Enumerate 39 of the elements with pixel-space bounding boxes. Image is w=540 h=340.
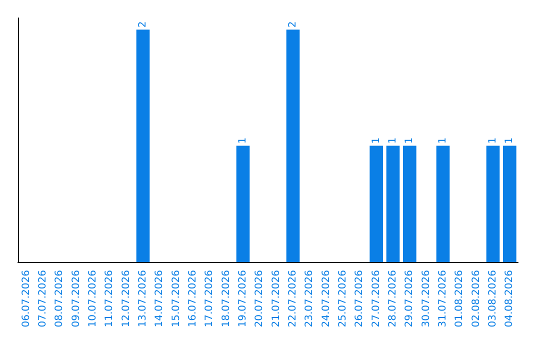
- x-tick-label: 31.07.2026: [438, 270, 448, 328]
- x-tick-label: 11.07.2026: [104, 270, 116, 328]
- x-tick-label: 16.07.2026: [188, 270, 198, 328]
- x-tick-label: 26.07.2026: [354, 270, 366, 328]
- x-tick-label: 25.07.2026: [338, 270, 348, 328]
- x-tick-label: 10.07.2026: [88, 270, 98, 328]
- data-label: 1: [238, 137, 248, 144]
- x-tick-label: 09.07.2026: [70, 270, 82, 328]
- data-label: 2: [288, 21, 298, 28]
- x-tick-label: 21.07.2026: [270, 270, 282, 328]
- data-label: 1: [404, 137, 416, 144]
- data-label: 2: [138, 21, 148, 28]
- x-tick-label: 28.07.2026: [388, 270, 398, 328]
- x-tick-label: 29.07.2026: [404, 270, 416, 328]
- x-tick-label: 18.07.2026: [220, 270, 232, 328]
- x-tick-label: 02.08.2026: [470, 270, 482, 328]
- x-tick-label: 19.07.2026: [238, 270, 248, 328]
- x-tick-label: 06.07.2026: [20, 270, 32, 328]
- data-label: 1: [504, 137, 516, 144]
- x-tick-label: 01.08.2026: [454, 270, 466, 328]
- x-tick-label: 17.07.2026: [204, 270, 216, 328]
- x-tick-label: 04.08.2026: [504, 270, 516, 328]
- x-tick-label: 30.07.2026: [420, 270, 432, 328]
- x-tick-label: 03.08.2026: [488, 270, 498, 328]
- x-tick-label: 15.07.2026: [170, 270, 182, 328]
- x-tick-label: 22.07.2026: [288, 270, 298, 328]
- x-tick-label: 20.07.2026: [254, 270, 266, 328]
- x-tick-label: 08.07.2026: [54, 270, 66, 328]
- x-tick-label: 07.07.2026: [38, 270, 48, 328]
- x-tick-label: 14.07.2026: [154, 270, 166, 328]
- data-label: 1: [370, 137, 382, 144]
- x-tick-label: 13.07.2026: [138, 270, 148, 328]
- data-label: 1: [488, 137, 498, 144]
- x-tick-label: 23.07.2026: [304, 270, 316, 328]
- data-label: 1: [388, 137, 398, 144]
- x-tick-label: 27.07.2026: [370, 270, 382, 328]
- x-tick-label: 12.07.2026: [120, 270, 132, 328]
- x-tick-label: 24.07.2026: [320, 270, 332, 328]
- data-label: 1: [438, 137, 448, 144]
